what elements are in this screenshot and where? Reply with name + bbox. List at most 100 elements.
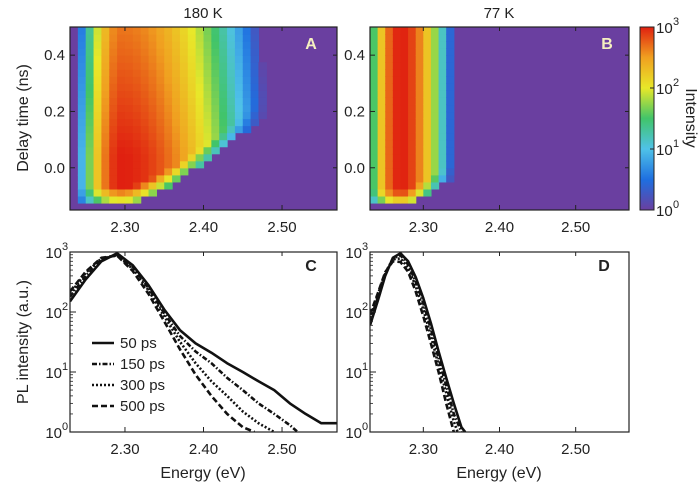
heatmap-cell [179,55,189,63]
heatmap-cell [385,139,394,148]
series-300-ps [70,254,275,432]
heatmap-cell [195,139,205,148]
heatmap-cell [219,55,228,63]
heatmap-cell [370,83,379,91]
heatmap-cell [392,118,402,127]
heatmap-cell [370,90,379,98]
heatmap-cell [400,90,409,98]
heatmap-cell [203,76,212,84]
heatmap-cell [250,41,260,49]
heatmap-cell [156,62,165,70]
heatmap-cell [77,188,87,197]
heatmap-cell [179,83,189,91]
heatmap-cell [377,174,386,183]
heatmap-cell [132,111,142,120]
heatmap-cell [377,48,386,56]
heatmap-cell [242,41,252,49]
heatmap-cell [101,125,110,134]
heatmap-cell [187,90,197,98]
heatmap-cell [392,174,402,183]
heatmap-cell [430,181,440,190]
heatmap-cell [93,181,103,190]
heatmap-cell [430,104,440,113]
heatmap-cell [77,174,87,183]
heatmap-cell [250,97,260,106]
heatmap-cell [195,69,205,77]
heatmap-cell [203,125,212,134]
heatmap-cell [156,69,165,77]
heatmap-cell [219,118,228,127]
heatmap-cell [438,90,447,98]
heatmap-cell [140,27,150,35]
heatmap-cell [415,69,424,77]
heatmap-cell [211,69,220,77]
heatmap-cell [446,153,455,162]
heatmap-cell [370,27,379,35]
heatmap-cell [423,139,432,148]
heatmap-cell [211,104,220,113]
heatmap-cell [438,132,447,141]
heatmap-cell [93,139,103,148]
heatmap-cell [446,104,455,113]
heatmap-cell [385,125,394,134]
heatmap-cell [400,181,409,190]
heatmap-cell [203,153,212,162]
heatmap-cell [392,146,402,155]
heatmap-cell [148,83,157,91]
colorbar-tick-exponent: 0 [673,199,679,211]
heatmap-cell [117,188,126,197]
heatmap-cell [179,90,189,98]
heatmap-cell [423,55,432,63]
heatmap-cell [109,111,118,120]
heatmap-cell [423,83,432,91]
heatmap-cell [132,41,142,49]
heatmap-cell [446,118,455,127]
heatmap-cell [377,139,386,148]
heatmap-cell [423,104,432,113]
heatmap-cell [148,34,157,42]
heatmap-cell [93,34,103,42]
heatmap-cell [370,139,379,148]
heatmap-cell [85,83,95,91]
colorbar-tick-label: 10 [656,81,673,98]
heatmap-cell [195,104,205,113]
y-tick-exponent: 3 [362,241,368,253]
heatmap-cell [77,111,87,120]
heatmap-cell [195,34,205,42]
heatmap-cell [124,48,134,56]
heatmap-cell [430,34,440,42]
series-150-ps [370,254,463,432]
heatmap-cell [446,27,455,35]
heatmap-cell [370,146,379,155]
heatmap-cell [408,188,417,197]
heatmap-cell [148,160,157,169]
heatmap-cell [124,188,134,197]
heatmap-cell [400,118,409,127]
heatmap-cell [132,97,142,106]
heatmap-cell [400,83,409,91]
heatmap-cell [430,125,440,134]
heatmap-cell [93,48,103,56]
heatmap-cell [85,69,95,77]
heatmap-cell [211,34,220,42]
heatmap-cell [179,167,189,176]
heatmap-cell [242,34,252,42]
y-tick-exponent: 0 [362,421,368,433]
heatmap-cell [172,132,181,141]
heatmap-cell [211,139,220,148]
heatmap-cell [211,118,220,127]
heatmap-cell [392,41,402,49]
heatmap-cell [258,83,267,91]
heatmap-cell [242,111,252,120]
heatmap-cell [109,90,118,98]
heatmap-cell [250,34,260,42]
heatmap-cell [242,83,252,91]
heatmap-cell [132,76,142,84]
heatmap-cell [117,27,126,35]
heatmap-cell [242,125,252,134]
heatmap-cell [93,195,103,204]
heatmap-cell [242,69,252,77]
